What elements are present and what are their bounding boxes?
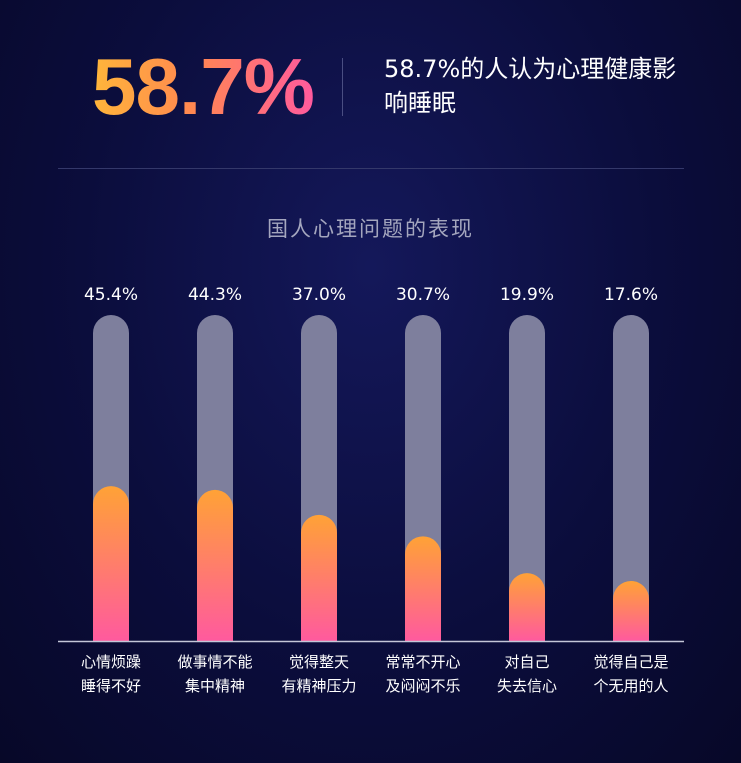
- category-label: 做事情不能: [177, 653, 252, 671]
- headline-divider: [342, 58, 343, 116]
- value-label: 44.3%: [188, 285, 242, 305]
- category-label: 集中精神: [185, 677, 245, 695]
- category-label: 个无用的人: [593, 677, 668, 695]
- value-label: 45.4%: [84, 285, 138, 305]
- category-label: 失去信心: [497, 677, 557, 695]
- value-label: 37.0%: [292, 285, 346, 305]
- category-label: 常常不开心: [385, 653, 460, 671]
- category-label: 觉得自己是: [593, 653, 668, 671]
- category-label: 有精神压力: [281, 677, 356, 695]
- bar: [301, 514, 337, 641]
- headline-text: 58.7%的人认为心理健康影响睡眠: [384, 55, 677, 117]
- value-label: 30.7%: [396, 285, 450, 305]
- category-label: 心情烦躁: [81, 653, 141, 671]
- headline-value: 58.7%: [92, 42, 315, 131]
- bar: [93, 486, 129, 641]
- bar-track: [509, 315, 545, 641]
- value-label: 19.9%: [500, 285, 554, 305]
- category-label: 觉得整天: [289, 653, 349, 671]
- value-label: 17.6%: [604, 285, 658, 305]
- category-label: 及闷闷不乐: [385, 677, 460, 695]
- category-label: 睡得不好: [81, 677, 141, 695]
- bar-track: [613, 315, 649, 641]
- bar: [197, 489, 233, 641]
- bar: [613, 580, 649, 641]
- section-divider: [58, 168, 684, 169]
- chart-title: 国人心理问题的表现: [267, 217, 474, 241]
- category-label: 对自己: [504, 653, 549, 671]
- bar: [509, 573, 545, 641]
- bar: [405, 536, 441, 641]
